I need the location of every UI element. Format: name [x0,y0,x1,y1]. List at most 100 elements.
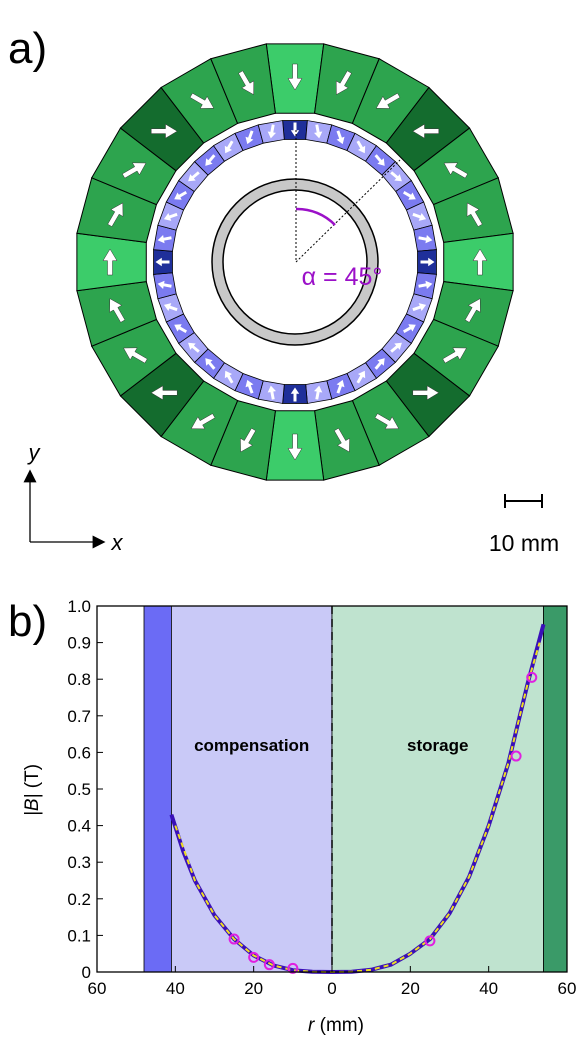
y-tick-label: 1.0 [67,597,91,616]
data-marker [526,671,538,683]
magnetization-arrow-icon [107,202,124,227]
magnetization-arrow-icon [336,130,345,145]
magnetization-arrow-icon [290,387,300,402]
data-marker [228,933,240,945]
y-axis-title-var: |B| [22,794,43,817]
y-tick-label: 0.3 [67,853,91,872]
data-marker [263,959,275,971]
x-axis-title: r (mm) [308,1015,364,1036]
magnetization-arrow-icon [245,130,254,145]
magnetization-arrow-icon [333,427,350,453]
y-tick-label: 0.9 [67,634,91,653]
x-axis-label: x [111,530,124,555]
magnetization-arrow-icon [390,342,402,353]
magnetization-arrow-icon [188,342,200,353]
data-marker [287,962,299,974]
chart-region [171,605,333,973]
magnetization-arrow-icon [189,92,215,109]
outer-segment [210,43,276,125]
panel-b-label: b) [8,597,48,646]
model-curve [174,642,541,973]
magnetization-arrow-icon [418,280,433,289]
magnetization-arrow-icon [356,140,366,154]
angle-arc [295,207,336,226]
magnetization-arrow-icon [155,257,170,267]
magnetization-arrow-icon [205,358,216,370]
x-tick-label: 40 [166,979,185,998]
angle-annotation: α = 45° [302,263,383,291]
chart-region [543,605,568,973]
magnetization-arrow-icon [174,191,187,200]
magnetization-arrow-icon [336,379,345,394]
y-tick-label: 0.2 [67,890,91,909]
magnetization-arrow-icon [157,280,172,289]
chart-region [331,605,544,973]
outer-magnet-ring [76,43,514,481]
magnetization-arrow-icon [224,370,234,384]
region-label: storage [407,736,468,755]
magnetization-arrow-icon [464,298,481,323]
magnetization-arrow-icon [190,413,216,430]
data-marker [510,750,522,762]
y-axis-title: |B| (T) [22,764,43,816]
y-tick-label: 0 [82,963,91,982]
scale-bar-label: 10 mm [489,530,559,556]
chart-region-labels: compensation storage [194,736,468,755]
magnetization-arrow-icon [163,212,178,221]
y-tick-label: 0.6 [67,743,91,762]
y-axis-title-unit: (T) [22,764,43,794]
magnetization-arrow-icon [412,303,427,312]
magnetization-arrow-icon [472,248,488,276]
x-tick-label: 60 [88,979,107,998]
magnetization-arrow-icon [150,123,178,139]
magnetization-arrow-icon [412,385,440,401]
magnetization-arrow-icon [314,124,323,139]
magnetization-arrow-icon [356,370,366,384]
magnetization-arrow-icon [102,248,118,276]
magnetization-arrow-icon [335,70,352,96]
x-axis-title-unit: (mm) [314,1015,364,1036]
magnetization-arrow-icon [188,171,200,182]
magnetization-arrow-icon [150,385,178,401]
region-label: compensation [194,736,309,755]
magnetization-arrow-icon [224,140,234,154]
magnetization-arrow-icon [240,427,257,453]
magnetization-arrow-icon [121,162,147,179]
magnetization-arrow-icon [374,413,400,430]
magnetization-arrow-icon [245,379,254,394]
y-tick-label: 0.1 [67,926,91,945]
x-tick-label: 60 [558,979,577,998]
x-tick-label: 20 [401,979,420,998]
data-marker [248,951,260,963]
magnetization-arrow-icon [157,235,172,244]
data-marker [424,935,436,947]
y-tick-label: 0.4 [67,817,91,836]
magnetization-arrow-icon [205,154,216,166]
magnetization-arrow-icon [109,298,126,323]
magnetization-arrow-icon [163,303,178,312]
diagonal-reference-line [295,159,401,263]
chart-regions [143,605,568,973]
inner-magnet-ring [153,120,437,404]
y-tick-label: 0.7 [67,707,91,726]
magnetization-arrow-icon [420,257,435,267]
y-axis-label: y [27,440,42,465]
x-tick-label: 0 [327,979,336,998]
magnetization-arrow-icon [375,92,401,109]
magnetization-arrow-icon [412,212,427,221]
magnetization-arrow-icon [238,70,255,96]
halbach-array-diagram: α = 45° y x 10 mm [23,43,559,556]
field-profile-chart: compensation storage 60 40 20 0 20 40 6000.10.2… [22,597,576,1036]
x-tick-label: 40 [479,979,498,998]
panel-a-label: a) [8,24,48,73]
magnetization-arrow-icon [267,124,276,139]
magnetization-arrow-icon [287,433,303,461]
magnetization-arrow-icon [290,122,300,137]
magnetization-arrow-icon [174,324,187,333]
magnetization-arrow-icon [418,235,433,244]
magnetization-arrow-icon [123,347,148,364]
magnetization-arrow-icon [374,154,385,166]
magnetization-arrow-icon [466,202,483,227]
magnetization-arrow-icon [443,162,469,179]
